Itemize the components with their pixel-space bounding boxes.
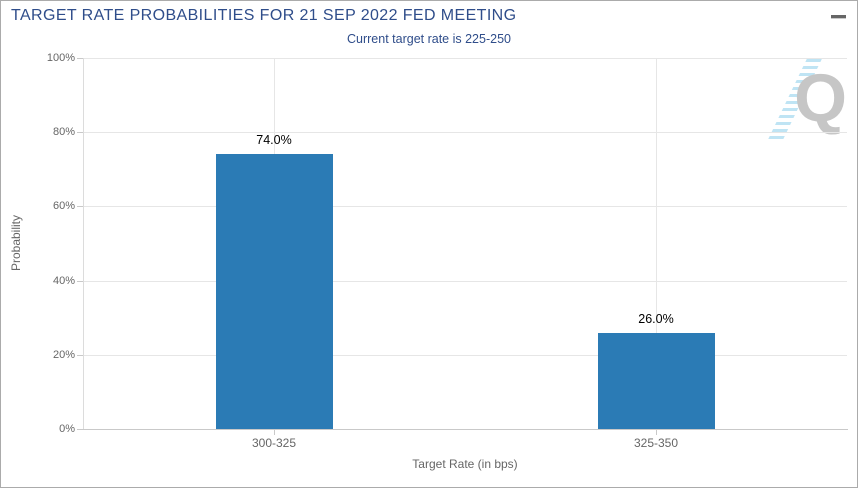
y-tick-mark	[77, 429, 83, 430]
x-gridline	[655, 58, 657, 429]
y-gridline	[83, 354, 847, 356]
x-tick-label: 300-325	[251, 436, 297, 450]
watermark-stripes-icon	[767, 59, 822, 141]
y-tick-label: 100%	[46, 52, 75, 64]
bar-value-label: 26.0%	[638, 311, 674, 326]
chart-title: TARGET RATE PROBABILITIES FOR 21 SEP 202…	[11, 7, 517, 24]
y-tick-label: 20%	[52, 348, 75, 361]
x-axis-title: Target Rate (in bps)	[412, 457, 518, 471]
y-tick-label: 0%	[59, 423, 75, 435]
bar[interactable]	[215, 154, 333, 429]
y-tick-mark	[77, 58, 83, 59]
y-axis-line	[83, 58, 84, 429]
y-gridline	[83, 280, 847, 282]
bar-value-label: 74.0%	[256, 133, 292, 148]
chart-context-menu-button[interactable]	[828, 13, 850, 33]
y-axis-title: Probability	[9, 214, 23, 272]
y-gridline	[83, 206, 847, 208]
y-tick-label: 40%	[52, 274, 75, 287]
x-axis-line	[83, 429, 848, 430]
y-tick-label: 60%	[52, 200, 75, 213]
y-tick-mark	[77, 280, 83, 282]
y-tick-label: 80%	[52, 126, 75, 139]
y-gridline	[83, 58, 847, 59]
watermark-q-logo-icon: Q	[794, 60, 847, 136]
x-tick-mark	[656, 430, 657, 435]
y-gridline	[83, 132, 847, 134]
bar[interactable]	[597, 332, 715, 429]
x-tick-label: 325-350	[633, 436, 679, 450]
y-tick-mark	[77, 206, 83, 208]
x-tick-mark	[274, 430, 275, 435]
quikstrike-watermark: Q	[767, 57, 847, 143]
chart-subtitle: Current target rate is 225-250	[347, 32, 511, 46]
y-tick-mark	[77, 132, 83, 134]
y-tick-mark	[77, 354, 83, 356]
